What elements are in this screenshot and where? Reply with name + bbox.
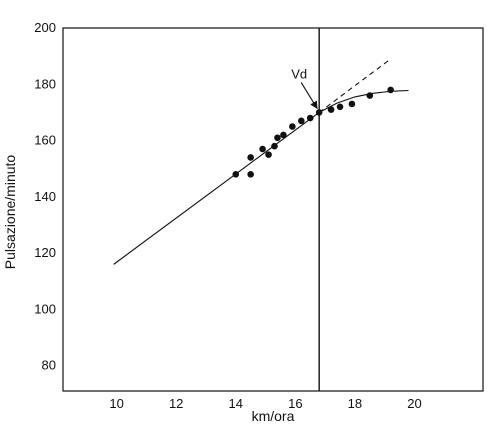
linear-trend-line <box>113 111 320 265</box>
data-point <box>336 103 344 111</box>
data-point <box>259 145 266 153</box>
x-tick-label: 14 <box>229 396 243 411</box>
data-point <box>297 117 305 125</box>
x-tick-label: 12 <box>169 396 183 411</box>
data-point <box>265 151 272 158</box>
chart-ticks: 80 100 120 140 160 180 200 10 12 14 16 18 20 <box>34 20 421 411</box>
extrapolation-dashed-line <box>318 58 391 113</box>
data-point <box>348 100 356 108</box>
x-tick-label: 16 <box>288 396 302 411</box>
data-point <box>327 106 335 113</box>
y-tick-label: 140 <box>34 189 56 204</box>
data-point <box>232 171 240 178</box>
vd-annotation-arrow <box>300 82 318 110</box>
data-point <box>247 154 254 161</box>
y-tick-label: 200 <box>34 20 56 35</box>
vd-annotation-label: Vd <box>291 66 307 81</box>
plot-frame <box>62 27 484 392</box>
y-tick-label: 80 <box>42 358 56 373</box>
x-tick-label: 18 <box>348 396 362 411</box>
data-point <box>280 131 287 139</box>
x-tick-label: 10 <box>109 396 123 411</box>
data-point <box>306 114 314 122</box>
data-point <box>366 92 374 99</box>
y-tick-label: 120 <box>34 245 56 260</box>
data-point <box>315 109 323 116</box>
y-tick-label: 100 <box>34 301 56 316</box>
data-point <box>271 142 278 150</box>
data-point <box>387 86 394 94</box>
y-tick-label: 160 <box>34 133 56 148</box>
chart-marks: Vd <box>113 28 409 391</box>
y-tick-label: 180 <box>34 76 56 91</box>
y-axis-label: Pulsazione/minuto <box>2 155 18 270</box>
x-axis-label: km/ora <box>252 408 295 424</box>
data-point <box>274 134 281 142</box>
data-point <box>247 171 254 178</box>
data-point <box>289 123 296 130</box>
x-tick-label: 20 <box>407 396 421 411</box>
